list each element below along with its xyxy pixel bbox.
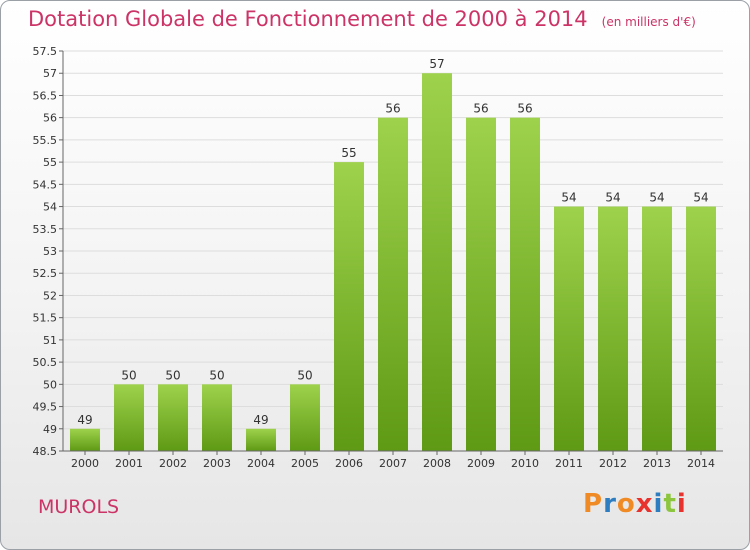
y-tick-label: 49.5	[33, 401, 58, 414]
bar-2010	[510, 117, 540, 452]
y-tick-label: 56	[43, 112, 57, 125]
x-tick-label-2011: 2011	[555, 457, 583, 470]
x-tick-label-2013: 2013	[643, 457, 671, 470]
data-label-2003: 50	[209, 368, 224, 382]
y-tick-label: 55.5	[33, 134, 58, 147]
y-tick-label: 55	[43, 156, 57, 169]
y-tick-label: 53	[43, 245, 57, 258]
x-tick-label-2014: 2014	[687, 457, 715, 470]
logo-letter: P	[583, 489, 604, 519]
logo-letter: r	[603, 489, 617, 519]
bar-2006	[334, 162, 364, 451]
x-tick-label-2012: 2012	[599, 457, 627, 470]
x-tick-label-2001: 2001	[115, 457, 143, 470]
data-label-2013: 54	[649, 191, 664, 205]
data-label-2004: 49	[253, 413, 268, 427]
chart-title-text: Dotation Globale de Fonctionnement de 20…	[28, 7, 588, 31]
bar-2005	[290, 384, 320, 451]
y-tick-label: 57	[43, 67, 57, 80]
x-tick-label-2008: 2008	[423, 457, 451, 470]
x-tick-label-2004: 2004	[247, 457, 275, 470]
x-tick-label-2003: 2003	[203, 457, 231, 470]
logo-letter: o	[616, 489, 636, 519]
logo-letter: x	[635, 489, 654, 519]
data-label-2006: 55	[341, 146, 356, 160]
bars	[70, 73, 716, 452]
data-label-2002: 50	[165, 368, 180, 382]
data-label-2010: 56	[517, 102, 532, 116]
bar-2009	[466, 117, 496, 452]
y-tick-label: 57.5	[33, 45, 58, 58]
y-tick-label: 48.5	[33, 445, 58, 458]
logo-letter: i	[653, 489, 664, 519]
y-tick-label: 49	[43, 423, 57, 436]
logo-letter: t	[663, 489, 677, 519]
logo-letter: i	[676, 489, 687, 519]
bar-2003	[202, 384, 232, 451]
bar-2004	[246, 428, 276, 451]
bar-2012	[598, 206, 628, 451]
commune-name: MUROLS	[38, 496, 120, 518]
bar-2002	[158, 384, 188, 451]
data-label-2011: 54	[561, 191, 576, 205]
data-label-2014: 54	[693, 191, 708, 205]
y-tick-label: 52.5	[33, 267, 58, 280]
data-label-2007: 56	[385, 102, 400, 116]
bar-2013	[642, 206, 672, 451]
bar-2001	[114, 384, 144, 451]
x-tick-label-2002: 2002	[159, 457, 187, 470]
y-tick-label: 50	[43, 378, 57, 391]
data-label-2000: 49	[77, 413, 92, 427]
labels: 48.5 49 49.5 50 50.5 51 51.5 52 52.5 53 53.5 54 54.5…	[33, 45, 716, 470]
x-tick-label-2005: 2005	[291, 457, 319, 470]
y-tick-label: 52	[43, 289, 57, 302]
bar-2000	[70, 428, 100, 451]
data-label-2005: 50	[297, 368, 312, 382]
chart-unit: (en milliers d'€)	[601, 15, 696, 29]
x-tick-label-2007: 2007	[379, 457, 407, 470]
chart-title: Dotation Globale de Fonctionnement de 20…	[28, 7, 696, 31]
data-label-2012: 54	[605, 191, 620, 205]
axes	[59, 50, 723, 455]
y-tick-label: 51.5	[33, 312, 58, 325]
y-tick-label: 54	[43, 201, 57, 214]
bar-2008	[422, 73, 452, 451]
y-tick-label: 54.5	[33, 178, 58, 191]
x-tick-label-2009: 2009	[467, 457, 495, 470]
x-tick-label-2010: 2010	[511, 457, 539, 470]
y-tick-label: 50.5	[33, 356, 58, 369]
bar-2007	[378, 117, 408, 452]
x-tick-label-2006: 2006	[335, 457, 363, 470]
y-tick-label: 51	[43, 334, 57, 347]
bar-2011	[554, 206, 584, 451]
data-label-2008: 57	[429, 57, 444, 71]
data-label-2009: 56	[473, 102, 488, 116]
proxiti-logo[interactable]: Proxiti	[583, 489, 687, 519]
y-tick-label: 53.5	[33, 223, 58, 236]
y-tick-label: 56.5	[33, 89, 58, 102]
x-tick-label-2000: 2000	[71, 457, 99, 470]
data-label-2001: 50	[121, 368, 136, 382]
bar-2014	[686, 206, 716, 451]
